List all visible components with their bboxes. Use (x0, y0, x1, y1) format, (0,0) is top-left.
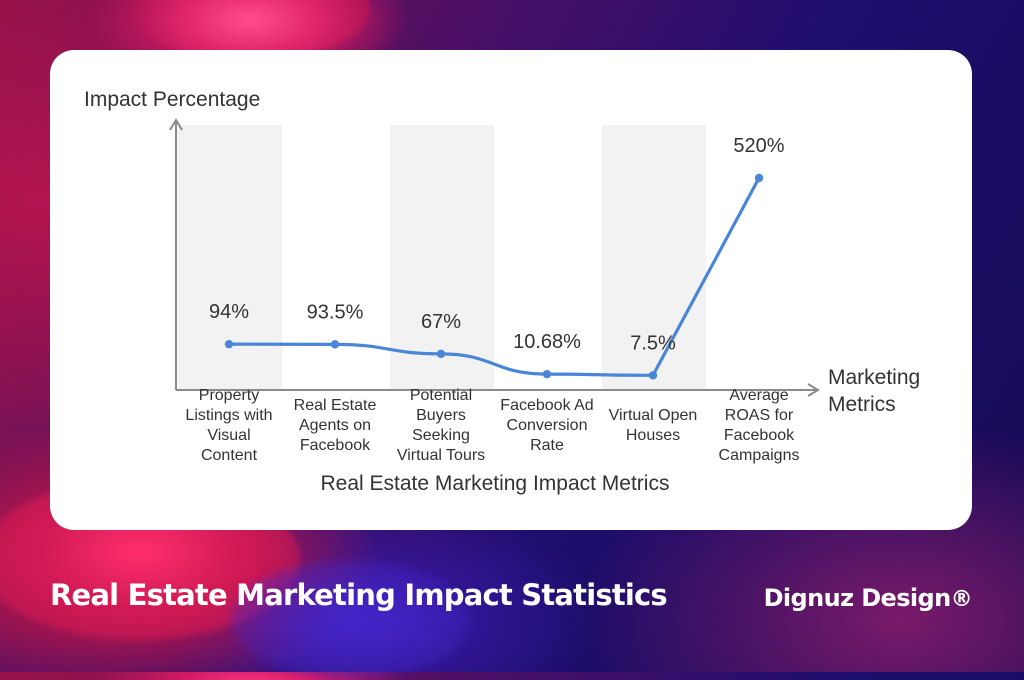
data-label-2: 93.5% (307, 301, 364, 323)
category-label-6-line-2: ROAS for (725, 407, 794, 424)
category-label-1-line-3: Visual (207, 427, 250, 444)
x-axis-label: Real Estate Marketing Impact Metrics (321, 472, 670, 495)
category-label-5-line-1: Virtual Open (609, 407, 698, 424)
series-line-group (224, 173, 764, 380)
data-label-4: 10.68% (513, 331, 581, 353)
category-label-4-line-3: Rate (530, 437, 564, 454)
column-band-5 (602, 125, 706, 390)
category-label-3-line-1: Potential (410, 387, 472, 404)
chart-card: 94% 93.5% 67% 10.68% 7.5% 520% Property Listin… (50, 50, 972, 530)
column-bands (178, 125, 706, 390)
category-label-4-line-2: Conversion (507, 417, 588, 434)
y-axis-arrow (169, 118, 183, 131)
data-point-1 (224, 339, 234, 349)
x-axis-end-label-line-1: Marketing (828, 366, 920, 389)
category-label-6-line-1: Average (729, 387, 788, 404)
column-band-3 (390, 125, 494, 390)
category-label-4-line-1: Facebook Ad (500, 397, 593, 414)
category-label-1-line-1: Property (199, 387, 259, 404)
data-label-5: 7.5% (630, 332, 676, 354)
brand-logo: Dignuz Design® (763, 584, 973, 612)
category-label-6-line-4: Campaigns (719, 447, 800, 464)
x-axis-end-label: Marketing Metrics (828, 366, 920, 416)
category-label-6-line-3: Facebook (724, 427, 795, 444)
category-tick-labels: Property Listings with Visual Content Real E… (185, 387, 799, 464)
category-label-5-line-2: Houses (626, 427, 680, 444)
category-label-2-line-2: Agents on (299, 417, 371, 434)
category-label-1-line-4: Content (201, 447, 258, 464)
x-axis-end-label-line-2: Metrics (828, 393, 896, 416)
data-point-2 (330, 340, 340, 349)
x-axis-arrow (807, 383, 820, 397)
category-label-2-line-1: Real Estate (294, 397, 377, 414)
category-label-3-line-3: Seeking (412, 427, 470, 444)
data-point-6 (754, 173, 764, 183)
chart-axes (169, 118, 820, 397)
data-point-4 (542, 369, 552, 379)
category-label-3-line-2: Buyers (416, 407, 466, 424)
brand-name: Dignuz Design (763, 584, 952, 612)
brand-registered-mark: ® (950, 587, 973, 612)
category-label-1-line-2: Listings with (185, 407, 272, 424)
data-label-1: 94% (209, 301, 249, 323)
decorative-blob-bottom-blue (230, 560, 470, 680)
category-label-3-line-4: Virtual Tours (397, 447, 485, 464)
page-title: Real Estate Marketing Impact Statistics (50, 578, 668, 612)
line-chart: 94% 93.5% 67% 10.68% 7.5% 520% Property Listin… (84, 88, 920, 495)
data-label-6: 520% (733, 135, 784, 157)
column-band-1 (178, 125, 282, 390)
data-point-3 (436, 349, 446, 359)
data-labels: 94% 93.5% 67% 10.68% 7.5% 520% (209, 135, 785, 354)
data-point-5 (648, 371, 658, 380)
data-label-3: 67% (421, 311, 461, 333)
category-label-2-line-3: Facebook (300, 437, 371, 454)
y-axis-label: Impact Percentage (84, 88, 260, 111)
